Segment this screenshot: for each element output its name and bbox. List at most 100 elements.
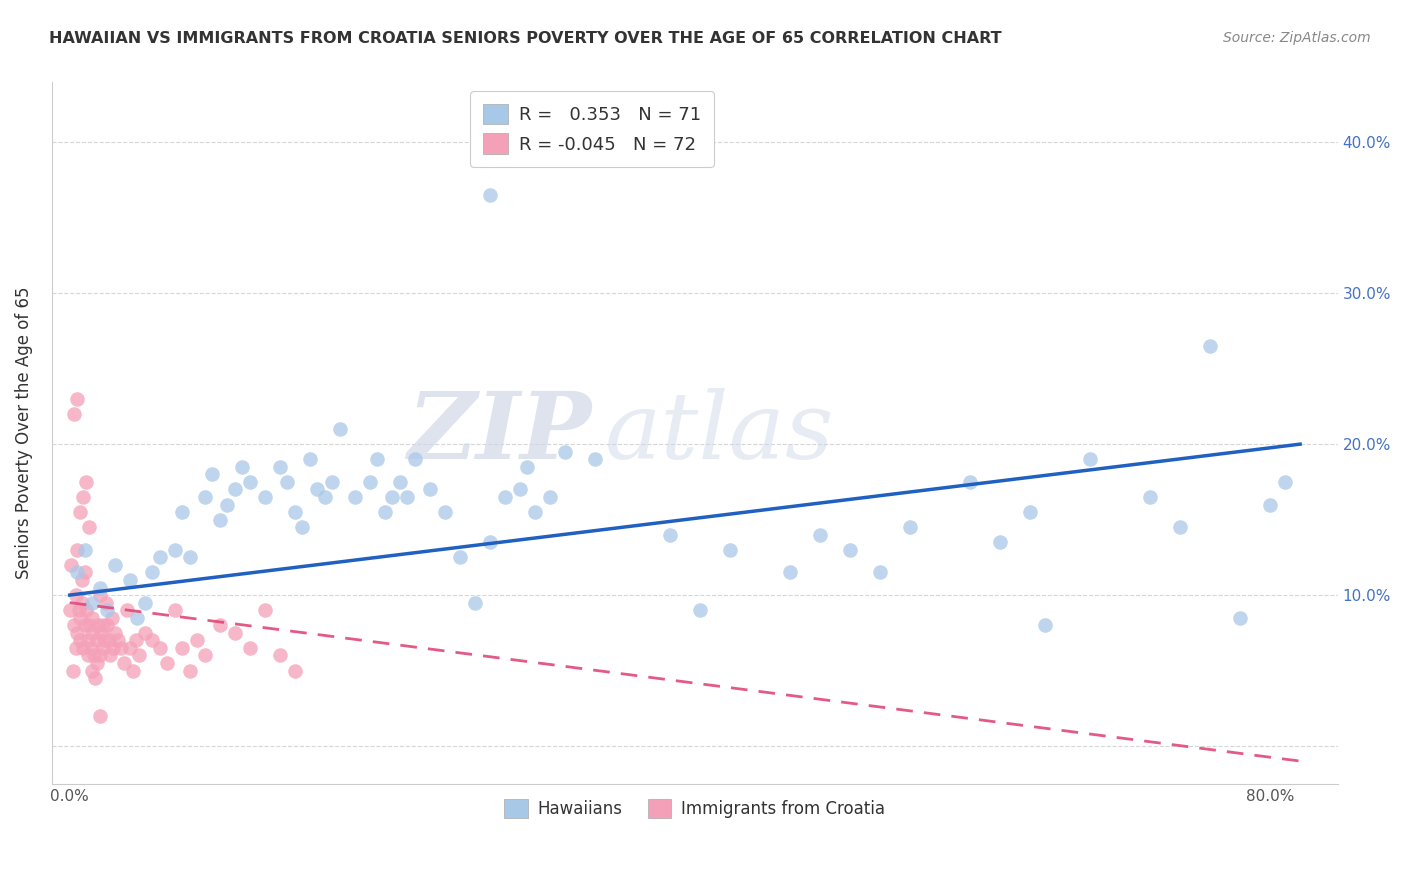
Text: Source: ZipAtlas.com: Source: ZipAtlas.com: [1223, 31, 1371, 45]
Point: [73, 566, 96, 580]
Point: [66, 542, 89, 557]
Point: [65, 640, 87, 655]
Point: [388, 475, 411, 489]
Point: [70, 573, 93, 587]
Point: [239, 475, 262, 489]
Point: [94, 596, 117, 610]
Point: [60, 558, 83, 572]
Point: [91, 618, 114, 632]
Point: [718, 542, 741, 557]
Point: [65, 588, 87, 602]
Point: [269, 459, 291, 474]
Point: [284, 664, 307, 678]
Point: [839, 542, 862, 557]
Point: [110, 640, 132, 655]
Point: [82, 664, 104, 678]
Point: [149, 550, 172, 565]
Point: [86, 656, 108, 670]
Point: [231, 459, 253, 474]
Point: [224, 483, 246, 497]
Point: [87, 618, 110, 632]
Point: [298, 452, 321, 467]
Point: [70, 596, 93, 610]
Point: [76, 648, 98, 663]
Point: [478, 188, 501, 202]
Point: [172, 640, 194, 655]
Point: [80, 640, 103, 655]
Point: [1019, 505, 1042, 519]
Point: [239, 640, 262, 655]
Point: [115, 603, 138, 617]
Point: [284, 505, 307, 519]
Point: [396, 490, 419, 504]
Point: [494, 490, 516, 504]
Point: [112, 656, 135, 670]
Point: [107, 633, 129, 648]
Point: [100, 610, 122, 624]
Text: atlas: atlas: [605, 388, 834, 478]
Point: [253, 490, 276, 504]
Point: [1258, 498, 1281, 512]
Point: [75, 603, 97, 617]
Point: [366, 452, 388, 467]
Point: [779, 566, 801, 580]
Point: [82, 596, 104, 610]
Point: [134, 596, 156, 610]
Point: [1033, 618, 1056, 632]
Point: [125, 633, 148, 648]
Point: [69, 633, 91, 648]
Point: [149, 640, 172, 655]
Point: [321, 475, 343, 489]
Point: [76, 633, 98, 648]
Point: [89, 588, 111, 602]
Point: [583, 452, 606, 467]
Point: [419, 483, 441, 497]
Point: [658, 527, 681, 541]
Point: [959, 475, 981, 489]
Point: [1139, 490, 1161, 504]
Point: [141, 566, 163, 580]
Point: [97, 633, 120, 648]
Point: [93, 633, 115, 648]
Point: [66, 392, 89, 406]
Point: [67, 603, 90, 617]
Point: [72, 640, 94, 655]
Point: [118, 640, 141, 655]
Point: [208, 513, 231, 527]
Point: [104, 558, 127, 572]
Point: [172, 505, 194, 519]
Point: [179, 664, 201, 678]
Point: [62, 664, 84, 678]
Point: [72, 490, 94, 504]
Point: [91, 640, 114, 655]
Point: [433, 505, 456, 519]
Point: [163, 542, 186, 557]
Point: [75, 475, 97, 489]
Point: [127, 610, 149, 624]
Point: [194, 648, 217, 663]
Point: [869, 566, 891, 580]
Point: [84, 671, 107, 685]
Point: [201, 467, 224, 482]
Point: [1199, 339, 1222, 353]
Point: [90, 625, 112, 640]
Point: [464, 596, 486, 610]
Point: [141, 633, 163, 648]
Point: [82, 625, 104, 640]
Point: [69, 505, 91, 519]
Point: [77, 618, 100, 632]
Point: [516, 459, 538, 474]
Point: [808, 527, 831, 541]
Point: [89, 581, 111, 595]
Point: [96, 618, 118, 632]
Point: [66, 566, 89, 580]
Point: [121, 664, 143, 678]
Point: [509, 483, 531, 497]
Point: [1229, 610, 1251, 624]
Point: [69, 610, 91, 624]
Point: [156, 656, 179, 670]
Point: [359, 475, 381, 489]
Point: [96, 603, 118, 617]
Legend: Hawaiians, Immigrants from Croatia: Hawaiians, Immigrants from Croatia: [498, 792, 891, 824]
Point: [343, 490, 366, 504]
